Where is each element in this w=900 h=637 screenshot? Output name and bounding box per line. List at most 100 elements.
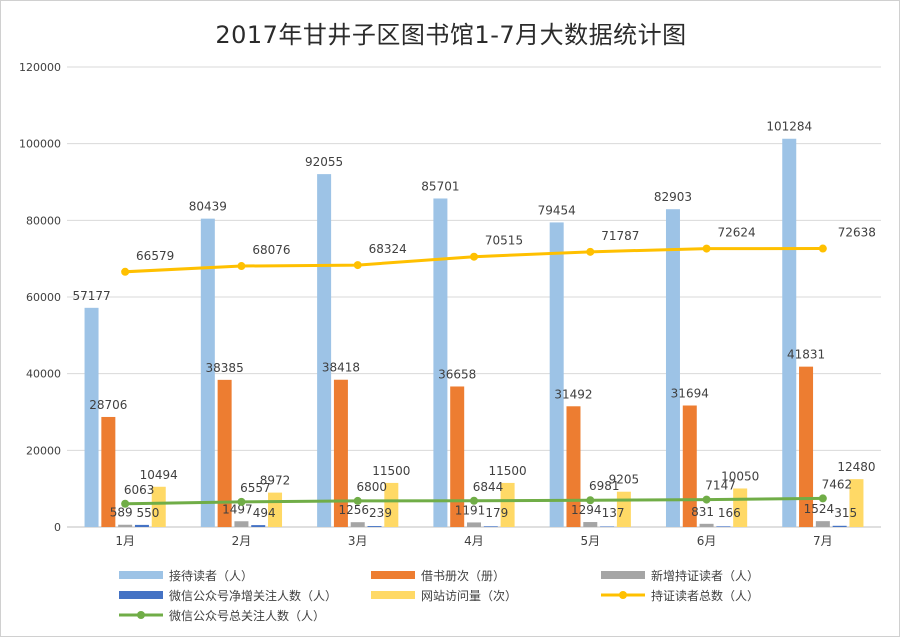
line-point	[121, 267, 130, 276]
line-data-label: 7462	[822, 477, 853, 491]
bar	[799, 366, 814, 527]
bar-data-label: 38418	[322, 361, 360, 375]
legend-label: 微信公众号净增关注人数（人）	[169, 588, 337, 603]
bar-data-label: 1294	[571, 503, 602, 517]
bar-data-label: 550	[136, 506, 159, 520]
bar	[101, 416, 116, 527]
bar-data-label: 80439	[189, 200, 227, 214]
bar	[782, 138, 797, 527]
x-tick-label: 1月	[115, 534, 135, 548]
bar	[682, 405, 697, 527]
line-data-label: 68324	[369, 242, 407, 256]
line-data-label: 6557	[240, 481, 271, 495]
bar-data-label: 82903	[654, 190, 692, 204]
bar	[84, 307, 99, 527]
legend-swatch	[119, 571, 163, 579]
bar	[118, 524, 133, 527]
bar	[317, 174, 332, 527]
bar	[384, 482, 399, 527]
line-point	[586, 247, 595, 256]
y-tick-label: 80000	[26, 214, 61, 227]
bar	[450, 386, 465, 527]
legend-label: 持证读者总数（人）	[651, 588, 759, 603]
bar	[832, 525, 847, 527]
line-data-label: 6063	[124, 483, 155, 497]
bar-data-label: 31492	[554, 387, 592, 401]
bar	[151, 486, 166, 527]
legend-label: 微信公众号总关注人数（人）	[169, 608, 325, 623]
bar-data-label: 92055	[305, 155, 343, 169]
bar	[549, 222, 564, 527]
bar-data-label: 10494	[140, 468, 178, 482]
line-data-label: 6981	[589, 479, 620, 493]
bar-data-label: 8972	[260, 474, 291, 488]
line-data-label: 72624	[717, 226, 755, 240]
bar-data-label: 166	[718, 506, 741, 520]
bar	[716, 526, 731, 527]
bar	[467, 522, 481, 527]
bar	[217, 379, 232, 527]
x-tick-label: 3月	[348, 534, 368, 548]
legend-swatch	[371, 571, 415, 579]
line-point	[702, 244, 711, 253]
bar-data-label: 239	[369, 506, 392, 520]
bar	[815, 521, 830, 527]
bar-data-label: 38385	[206, 361, 244, 375]
line-point	[237, 497, 246, 506]
bar	[251, 525, 266, 527]
line-point	[470, 496, 478, 505]
line-point	[353, 496, 362, 505]
line-point	[237, 262, 246, 271]
bar	[333, 379, 348, 527]
bar-data-label: 36658	[438, 367, 476, 381]
line-data-label: 7147	[705, 479, 736, 493]
bar	[849, 479, 864, 527]
y-tick-label: 120000	[19, 61, 61, 74]
legend-label: 借书册次（册）	[421, 569, 505, 583]
line-data-label: 72638	[838, 226, 876, 240]
bar	[433, 198, 448, 528]
bar-data-label: 12480	[837, 460, 875, 474]
bar	[665, 209, 680, 527]
bar	[566, 406, 581, 527]
bar-data-label: 589	[110, 506, 133, 520]
legend-swatch	[371, 591, 415, 599]
legend-label: 接待读者（人）	[169, 568, 253, 583]
line-data-label: 71787	[601, 229, 639, 243]
bar	[583, 522, 598, 527]
bar-data-label: 9205	[609, 473, 640, 487]
legend-label: 网站访问量（次）	[421, 589, 517, 603]
bar-data-label: 31694	[671, 387, 709, 401]
bar	[234, 521, 249, 527]
legend-swatch	[601, 571, 645, 579]
y-tick-label: 100000	[19, 138, 61, 151]
legend-swatch	[119, 591, 163, 599]
line-point	[586, 496, 595, 505]
bar-data-label: 41831	[787, 348, 825, 362]
line-point	[818, 244, 827, 253]
line-point	[702, 495, 711, 504]
line-data-label: 70515	[485, 234, 523, 248]
bar-data-label: 1256	[338, 503, 369, 517]
bar-data-label: 1524	[804, 502, 835, 516]
bar-data-label: 137	[602, 506, 625, 520]
bar-data-label: 28706	[89, 398, 127, 412]
bar	[367, 526, 382, 527]
x-tick-label: 2月	[232, 534, 252, 548]
line-data-label: 66579	[136, 249, 174, 263]
y-tick-label: 20000	[26, 444, 61, 457]
bar-data-label: 831	[691, 505, 714, 519]
line-point	[470, 252, 478, 261]
x-tick-label: 7月	[813, 534, 833, 548]
legend-marker	[137, 611, 145, 619]
bar-data-label: 57177	[72, 289, 110, 303]
bar	[600, 526, 615, 527]
bar	[134, 524, 149, 527]
bar-data-label: 11500	[372, 464, 410, 478]
line-data-label: 68076	[252, 243, 290, 257]
bar-data-label: 10050	[721, 469, 759, 483]
bar-data-label: 1191	[455, 503, 486, 517]
y-tick-label: 0	[54, 521, 61, 534]
